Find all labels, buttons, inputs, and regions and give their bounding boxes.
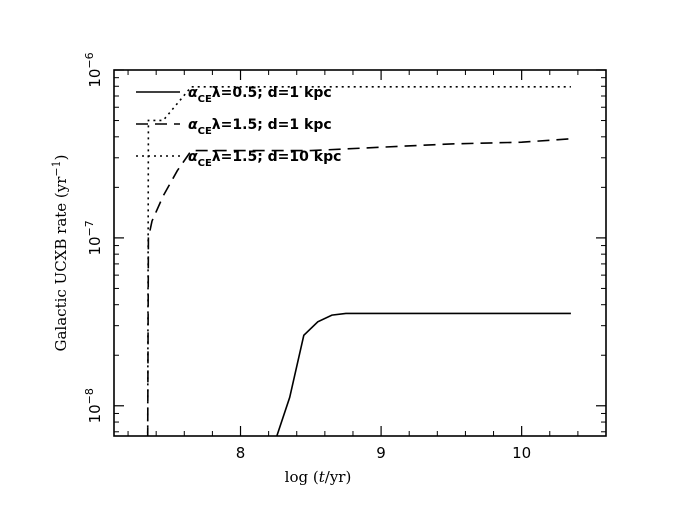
x-tick-label: 8 xyxy=(236,444,246,462)
legend-label-3: αCEλ=1.5; d=10 kpc xyxy=(188,149,341,169)
series-line-1 xyxy=(275,312,571,436)
y-tick-label: 10−6 xyxy=(83,52,104,87)
y-tick-label: 10−8 xyxy=(83,388,104,423)
legend-label-1: αCEλ=0.5; d=1 kpc xyxy=(188,85,332,105)
x-tick-label: 10 xyxy=(512,444,531,462)
x-axis-label: log (t/yr) xyxy=(285,468,352,486)
series-layer xyxy=(146,86,571,436)
y-axis-label: Galactic UCXB rate (yr−1) xyxy=(50,154,70,351)
legend: αCEλ=0.5; d=1 kpc αCEλ=1.5; d=1 kpc αCEλ=1… xyxy=(136,85,341,169)
y-tick-label: 10−7 xyxy=(83,220,104,255)
series-line-2 xyxy=(146,138,571,436)
plot-frame xyxy=(113,69,607,437)
legend-label-2: αCEλ=1.5; d=1 kpc xyxy=(188,117,332,137)
series-line-3 xyxy=(146,86,571,436)
axis-ticks: 8 9 10 10−8 10−7 10−6 xyxy=(83,52,607,462)
x-tick-label: 9 xyxy=(376,444,386,462)
